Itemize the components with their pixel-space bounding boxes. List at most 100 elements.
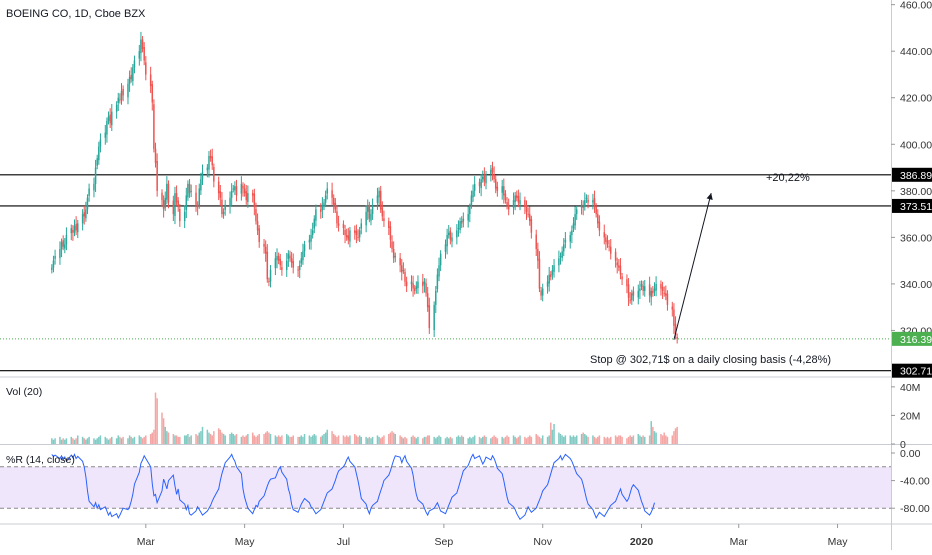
candle-body [349,230,351,242]
volume-bar [478,436,481,444]
volume-bar [401,436,403,444]
volume-bar [120,438,123,444]
candle-body [213,167,215,182]
candle-body [639,288,641,291]
candle-body [506,201,508,205]
x-tick-label: Nov [533,536,552,548]
candle-body [551,269,554,276]
candle-body [151,84,154,103]
candle-body [404,271,406,282]
candle-body [619,265,622,275]
volume-bar [548,435,550,444]
volume-bar [167,432,170,444]
volume-bar [211,435,213,444]
y-tick-label: 340.00 [900,279,932,291]
volume-bar [354,434,356,444]
williams-r-pane[interactable] [0,453,891,520]
volume-bar [240,436,243,444]
volume-bar [603,436,606,444]
candle-body [674,323,677,336]
candle-body [196,204,199,208]
x-tick-label: May [828,536,849,548]
candle-body [120,90,123,101]
volume-bar [394,434,397,444]
candle-body [289,255,291,259]
y-tick-label: 440.00 [900,46,932,58]
candle-body [107,116,110,122]
candle-body [143,47,145,61]
volume-bar [281,435,283,444]
candle-body [195,192,197,205]
candle-body [132,67,134,81]
projection-label: +20,22% [766,172,810,184]
level-price-tag [892,167,932,182]
candle-body [665,293,667,296]
volume-pane[interactable] [51,392,678,444]
candle-body [637,290,640,298]
volume-bar [274,435,277,444]
candle-body [161,192,163,201]
price-pane[interactable] [0,31,891,372]
candle-body [666,293,669,305]
volume-bar [88,436,90,444]
volume-bar [410,436,413,444]
candle-body [269,269,272,282]
volume-bar [349,435,351,444]
candle-body [444,244,447,252]
candle-body [128,76,131,84]
level-price-label: 302.71 [900,366,932,378]
candle-body [616,262,618,266]
volume-bar [655,432,657,444]
candle-body [603,232,606,238]
candle-body [582,206,584,208]
volume-bar [379,438,382,444]
volume-bar [122,436,124,444]
volume-bar [593,436,596,444]
volume-bar [550,422,552,444]
candle-body [426,293,429,308]
volume-bar [263,434,265,444]
volume-bar [456,436,458,444]
volume-bar [245,435,247,444]
volume-bar [653,431,656,444]
candle-body [470,195,473,206]
volume-bar [472,436,474,444]
candle-body [469,207,471,215]
volume-bar [485,436,487,444]
volume-bar [371,436,374,444]
volume-bar [311,435,314,444]
volume-bar [143,436,145,444]
volume-bar [266,431,269,444]
candle-body [438,265,440,277]
candle-body [462,218,465,222]
candle-body [219,191,222,198]
candle-body [563,244,565,252]
projection-arrow-head [706,193,713,200]
candle-body [564,239,567,243]
candle-body [211,156,213,166]
volume-bar [519,435,521,444]
volume-bar [391,431,393,444]
volume-bar [323,434,325,444]
volume-bar [217,428,220,444]
volume-bar [388,434,390,444]
candle-body [336,211,338,224]
candle-body [425,283,427,294]
candle-body [200,179,202,191]
candle-body [206,167,209,171]
x-tick-label: 2020 [630,536,654,548]
volume-bar [592,435,594,444]
volume-bar [62,438,64,444]
volume-bar [229,434,231,444]
candle-body [345,235,348,238]
candle-body [417,281,419,289]
volume-bar [469,436,471,444]
volume-bar [666,436,669,444]
candle-body [517,195,520,203]
volume-bar [473,435,476,444]
candle-body [415,286,418,290]
candle-body [413,288,416,291]
volume-bar [563,436,565,444]
volume-bar [605,438,607,444]
